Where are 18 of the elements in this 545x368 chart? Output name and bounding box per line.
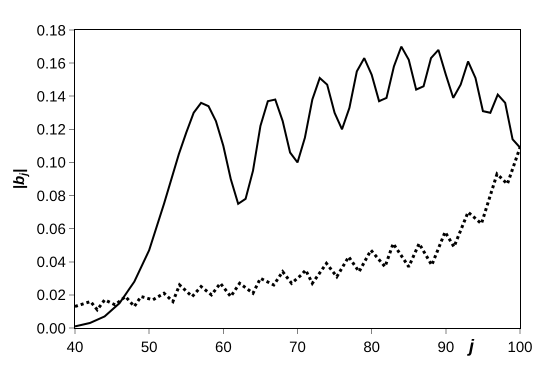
x-tick-label: 100 [507, 339, 533, 356]
y-tick-label: 0.06 [36, 220, 66, 238]
y-tick-label: 0.14 [36, 88, 66, 106]
x-tick-label: 60 [214, 339, 232, 356]
x-tick-label: 90 [437, 339, 454, 356]
y-tick-label: 0.00 [36, 320, 66, 338]
x-tick-label: 80 [363, 339, 380, 356]
x-tick-label: 70 [289, 339, 306, 356]
y-tick-label: 0.16 [36, 55, 66, 72]
y-tick-label: 0.10 [36, 154, 66, 172]
y-tick-label: 0.02 [36, 287, 66, 304]
y-tick-label: 0.08 [36, 188, 66, 205]
y-tick-label: 0.18 [36, 22, 66, 40]
y-tick-label: 0.04 [36, 254, 66, 272]
y-tick-label: 0.12 [36, 122, 66, 139]
x-tick-label: 50 [140, 339, 158, 356]
x-tick-label: 40 [66, 339, 84, 356]
x-axis-title: j [467, 336, 475, 356]
